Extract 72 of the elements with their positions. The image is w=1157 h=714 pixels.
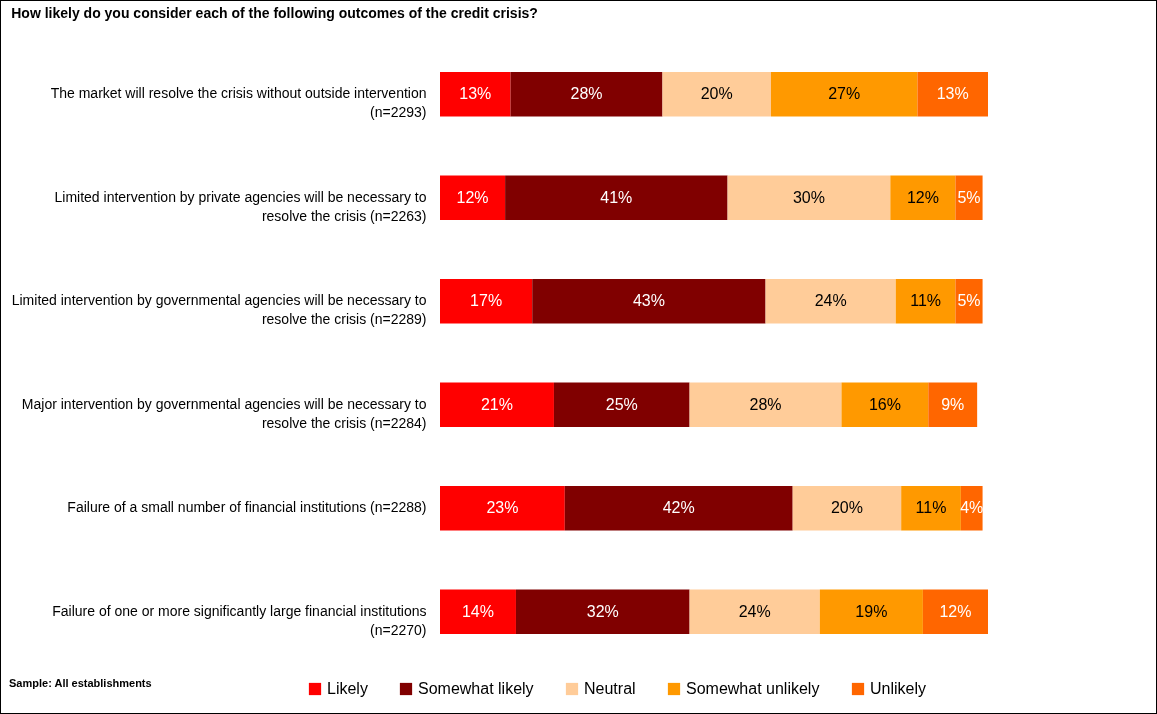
data-label: 24%	[814, 292, 847, 310]
bar	[532, 278, 766, 324]
y-tick-label: The market will resolve the crisis without outside intervention (n=2293)	[50, 85, 427, 121]
bar	[564, 486, 793, 531]
data-label: 5%	[957, 188, 981, 206]
bar	[515, 589, 690, 635]
bar	[727, 175, 891, 220]
bar	[765, 278, 896, 324]
bar	[510, 71, 663, 117]
data-label: 19%	[855, 602, 888, 620]
bar	[819, 589, 923, 635]
data-label: 25%	[605, 395, 638, 413]
y-tick-label: Limited intervention by governmental agencies will be necessary to resolve the crisis (n=2289)	[11, 292, 427, 328]
bar	[440, 589, 516, 635]
legend-label: Neutral	[584, 680, 636, 697]
data-label: 12%	[456, 188, 489, 206]
bar	[440, 71, 511, 117]
data-label: 21%	[480, 395, 513, 413]
data-label: 43%	[632, 292, 665, 310]
data-label: 11%	[915, 499, 947, 517]
data-label: 5%	[957, 292, 981, 310]
data-label: 28%	[570, 85, 603, 103]
data-label: 4%	[960, 499, 984, 517]
data-label: 14%	[461, 602, 494, 620]
y-tick-label: Failure of one or more significantly large financial institutions (n=2270)	[52, 602, 427, 638]
text: Sample: All establishments	[9, 677, 152, 689]
legend-label: Somewhat unlikely	[686, 680, 820, 697]
data-label: 41%	[600, 188, 633, 206]
data-label: 20%	[700, 85, 733, 103]
bar	[917, 71, 988, 117]
y-tick-label: Limited intervention by private agencies will be necessary to resolve the crisis (n=2263)	[54, 188, 427, 224]
data-label: 24%	[738, 602, 771, 620]
bar	[895, 278, 956, 324]
bar	[440, 382, 554, 428]
bar	[922, 589, 988, 635]
bar	[890, 175, 956, 220]
data-label: 42%	[662, 499, 695, 517]
bar	[553, 382, 690, 428]
data-label: 11%	[910, 292, 942, 310]
legend-label: Somewhat likely	[418, 680, 534, 697]
data-label: 12%	[939, 602, 972, 620]
bar	[505, 175, 728, 220]
bar	[440, 278, 533, 324]
data-label: 20%	[830, 499, 863, 517]
bar	[841, 382, 929, 428]
data-label: 9%	[941, 395, 965, 413]
bar	[689, 382, 842, 428]
bar	[440, 486, 565, 531]
data-label: 12%	[906, 188, 939, 206]
data-label: 30%	[792, 188, 825, 206]
data-label: 13%	[459, 85, 492, 103]
bar	[901, 486, 961, 531]
bar	[662, 71, 771, 117]
bar	[928, 382, 978, 428]
y-tick-label: Major intervention by governmental agencies will be necessary to resolve the crisis (n=2284)	[21, 395, 427, 431]
text: How likely do you consider each of the following outcomes of the credit crisis?	[11, 5, 538, 21]
bar	[955, 175, 983, 220]
legend-label: Likely	[327, 680, 368, 697]
bar	[792, 486, 902, 531]
bar	[440, 175, 506, 220]
y-tick-label: Failure of a small number of financial institutions (n=2288)	[67, 499, 427, 516]
bar	[955, 278, 983, 324]
legend-label: Unlikely	[870, 680, 927, 697]
data-label: 13%	[936, 85, 969, 103]
data-label: 23%	[486, 499, 519, 517]
bar	[689, 589, 820, 635]
data-label: 16%	[868, 395, 901, 413]
data-label: 27%	[828, 85, 861, 103]
bar	[770, 71, 918, 117]
data-label: 28%	[749, 395, 782, 413]
data-label: 32%	[586, 602, 619, 620]
data-label: 17%	[470, 292, 503, 310]
